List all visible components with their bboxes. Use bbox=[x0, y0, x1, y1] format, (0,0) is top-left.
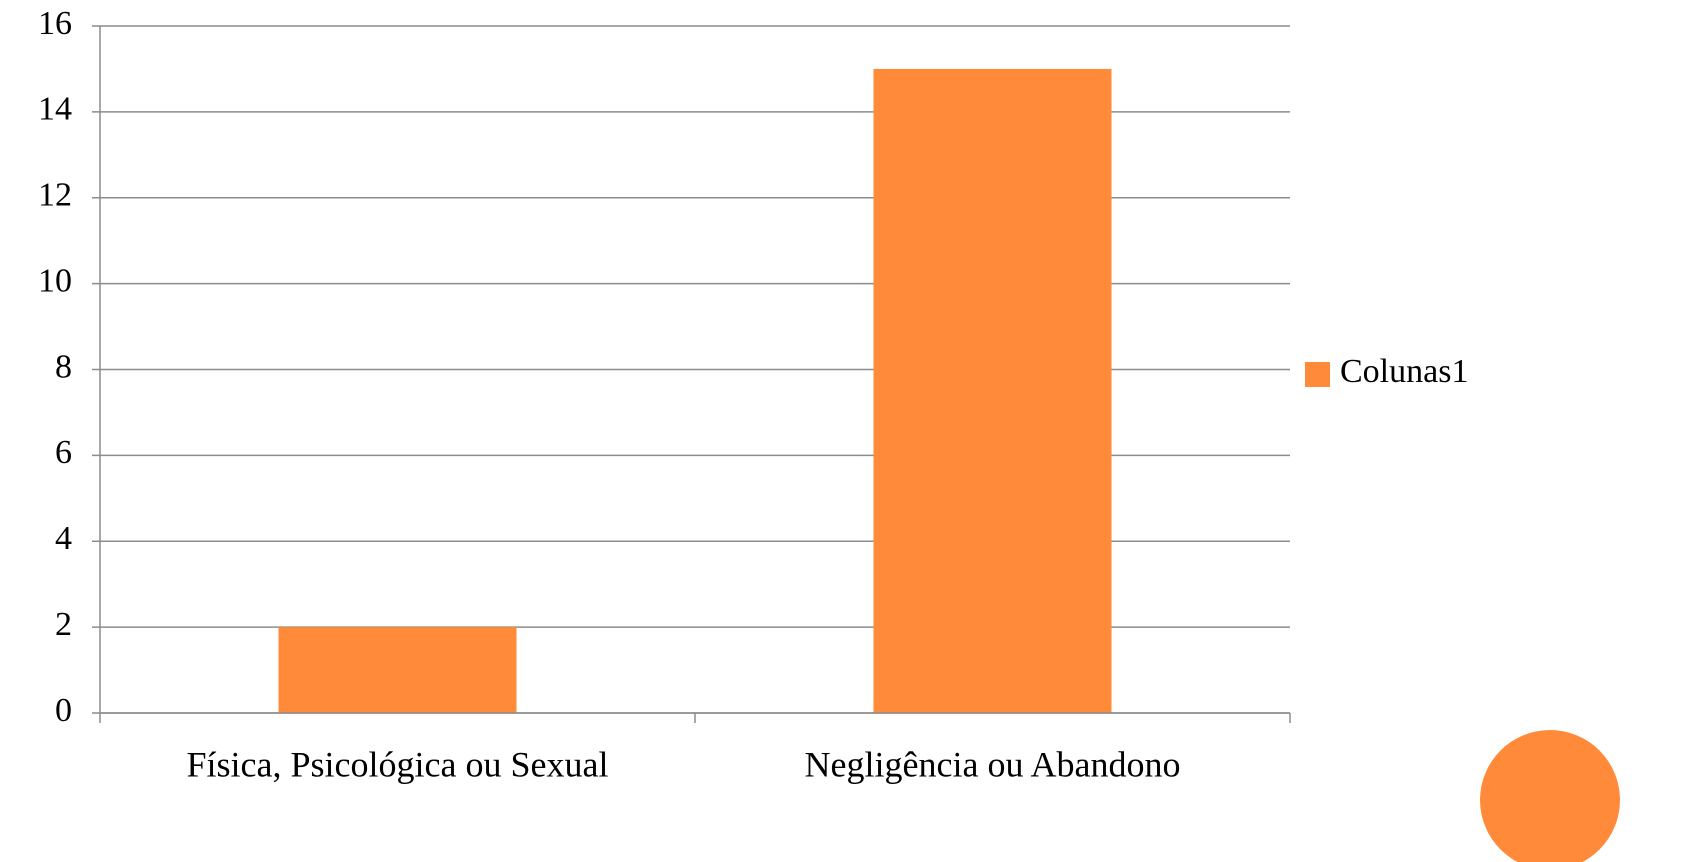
bar bbox=[278, 627, 517, 713]
legend-swatch bbox=[1305, 362, 1330, 387]
decoration-circle bbox=[1480, 730, 1620, 862]
y-tick-label: 8 bbox=[55, 348, 72, 385]
bar bbox=[873, 68, 1112, 713]
legend-label: Colunas1 bbox=[1340, 353, 1468, 390]
y-tick-label: 10 bbox=[38, 262, 72, 299]
y-tick-label: 6 bbox=[55, 434, 72, 471]
y-tick-label: 14 bbox=[38, 91, 72, 128]
x-tick-label: Negligência ou Abandono bbox=[805, 744, 1181, 784]
y-tick-label: 4 bbox=[55, 520, 72, 557]
y-tick-label: 16 bbox=[38, 5, 72, 42]
y-tick-label: 12 bbox=[38, 177, 72, 214]
y-tick-label: 0 bbox=[55, 692, 72, 729]
x-tick-label: Física, Psicológica ou Sexual bbox=[187, 744, 609, 784]
y-tick-label: 2 bbox=[55, 606, 72, 643]
